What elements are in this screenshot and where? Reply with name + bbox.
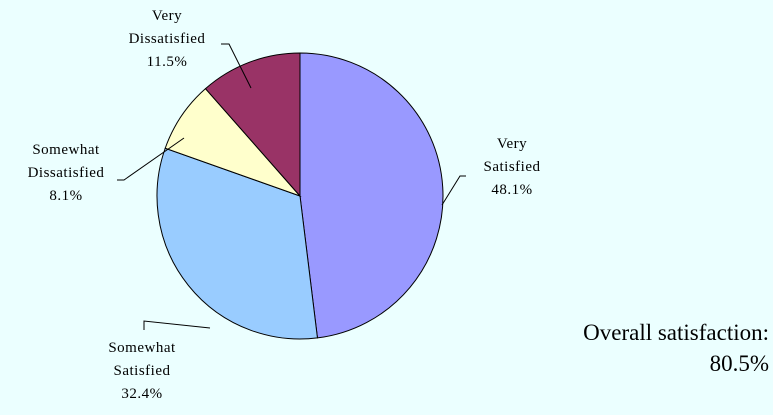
label-somewhat-dissatisfied-value: 8.1% bbox=[49, 188, 82, 204]
leader-very-satisfied bbox=[441, 175, 466, 206]
leader-somewhat-satisfied bbox=[143, 320, 211, 330]
overall-satisfaction-label: Overall satisfaction: bbox=[583, 320, 769, 345]
label-very-dissatisfied-value: 11.5% bbox=[147, 54, 188, 70]
overall-satisfaction: Overall satisfaction: 80.5% bbox=[583, 317, 769, 379]
label-somewhat-dissatisfied-name-2: Dissatisfied bbox=[28, 165, 105, 181]
leader-somewhat-dissatisfied bbox=[117, 137, 185, 181]
label-very-satisfied-name-1: Very bbox=[497, 136, 527, 152]
label-very-dissatisfied-name-1: Very bbox=[152, 8, 182, 24]
label-very-satisfied-name-2: Satisfied bbox=[484, 159, 541, 175]
slice-labels: Very Satisfied 48.1% Somewhat Satisfied 32.4%… bbox=[28, 8, 541, 402]
overall-satisfaction-value: 80.5% bbox=[709, 351, 769, 376]
label-very-satisfied-value: 48.1% bbox=[491, 182, 532, 198]
label-somewhat-satisfied-name-1: Somewhat bbox=[108, 340, 176, 356]
slice-very-dissatisfied bbox=[204, 52, 301, 198]
label-very-dissatisfied-name-2: Dissatisfied bbox=[129, 31, 206, 47]
label-somewhat-satisfied-name-2: Satisfied bbox=[114, 363, 171, 379]
slice-somewhat-satisfied bbox=[156, 147, 319, 340]
slice-very-satisfied bbox=[299, 52, 444, 339]
label-somewhat-satisfied-value: 32.4% bbox=[121, 386, 162, 402]
label-somewhat-dissatisfied-name-1: Somewhat bbox=[32, 142, 100, 158]
leader-very-dissatisfied bbox=[221, 43, 252, 89]
pie-slices bbox=[156, 52, 444, 340]
leader-lines bbox=[117, 43, 466, 330]
